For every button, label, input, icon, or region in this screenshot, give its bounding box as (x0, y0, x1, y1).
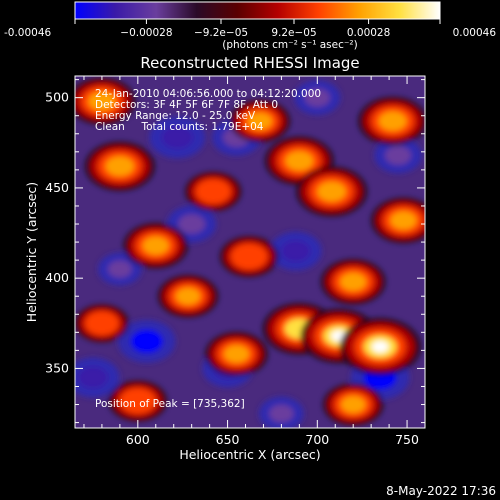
y-tick-label: 350 (45, 360, 69, 375)
colorbar-units-label: (photons cm⁻² s⁻¹ asec⁻²) (222, 39, 357, 51)
plot-area: 600 650 700 750 350 400 450 500 (45, 75, 426, 447)
footer-timestamp: 8-May-2022 17:36 (386, 484, 496, 498)
x-tick-label: 750 (395, 432, 419, 447)
annotation-time-range: 24-Jan-2010 04:06:56.000 to 04:12:20.000 (95, 88, 321, 100)
dim-source-core (131, 329, 163, 353)
dim-source-core (178, 214, 206, 234)
chart-title: Reconstructed RHESSI Image (140, 54, 359, 72)
colorbar-tick-label: −9.2e−05 (194, 27, 248, 39)
annotations: 24-Jan-2010 04:06:56.000 to 04:12:20.000… (95, 88, 321, 410)
bright-source-hot (142, 236, 169, 255)
bright-source-hot (247, 112, 273, 130)
bright-source-hot (105, 156, 135, 177)
y-tick-label: 450 (45, 180, 69, 195)
annotation-peak-position: Position of Peak = [735,362] (95, 398, 245, 410)
bright-source-hot (88, 91, 116, 111)
bright-source-hot (390, 211, 417, 230)
bright-source-hot (126, 392, 150, 410)
x-tick-label: 700 (305, 432, 329, 447)
dim-source-core (269, 404, 294, 423)
intensity-map (75, 77, 425, 428)
dim-source-core (78, 366, 108, 389)
y-axis-label: Heliocentric Y (arcsec) (24, 182, 39, 322)
x-tick-label: 650 (216, 432, 240, 447)
dim-source-core (107, 260, 132, 278)
colorbar-tick-label: 9.2e−05 (271, 27, 316, 39)
colorbar-strip (74, 1, 441, 20)
bright-source-hot (237, 248, 261, 265)
x-axis-label: Heliocentric X (arcsec) (179, 447, 320, 462)
colorbar-ticks (74, 19, 441, 24)
bright-source-hot (340, 272, 367, 291)
y-tick-labels: 350 400 450 500 (45, 90, 69, 376)
bright-source-hot (285, 151, 314, 171)
annotation-clean-counts: Clean Total counts: 1.79E+04 (95, 121, 264, 133)
y-tick-label: 400 (45, 270, 69, 285)
x-tick-labels: 600 650 700 750 (126, 432, 419, 447)
x-tick-label: 600 (126, 432, 150, 447)
bright-source-hot (223, 345, 250, 363)
colorbar-tick-labels: -0.00046 −0.00028 −9.2e−05 9.2e−05 0.00028 0.… (4, 27, 496, 39)
y-tick-label: 500 (45, 90, 69, 105)
bright-source-peak (371, 340, 389, 353)
dim-source-core (161, 126, 193, 149)
colorbar-tick-label: 0.00046 (453, 27, 497, 39)
annotation-detectors: Detectors: 3F 4F 5F 6F 7F 8F, Att 0 (95, 99, 278, 111)
colorbar: -0.00046 −0.00028 −9.2e−05 9.2e−05 0.00028 0.… (4, 1, 496, 51)
dim-source-core (385, 145, 412, 165)
colorbar-tick-label: 0.00028 (347, 27, 390, 39)
plot-frame (74, 75, 426, 429)
axis-ticks (75, 76, 426, 428)
bright-source-hot (175, 287, 201, 305)
annotation-energy-range: Energy Range: 12.0 - 25.0 keV (95, 110, 256, 122)
colorbar-tick-label: −0.00028 (120, 27, 172, 39)
dim-source-core (304, 88, 330, 107)
bright-source-hot (91, 315, 113, 331)
bright-source-hot (201, 183, 225, 200)
bright-source-hot (341, 396, 366, 413)
bright-source-hot (317, 181, 347, 202)
bright-source-hot (378, 111, 407, 131)
dim-source-core (281, 240, 310, 262)
colorbar-tick-label: -0.00046 (4, 27, 52, 39)
